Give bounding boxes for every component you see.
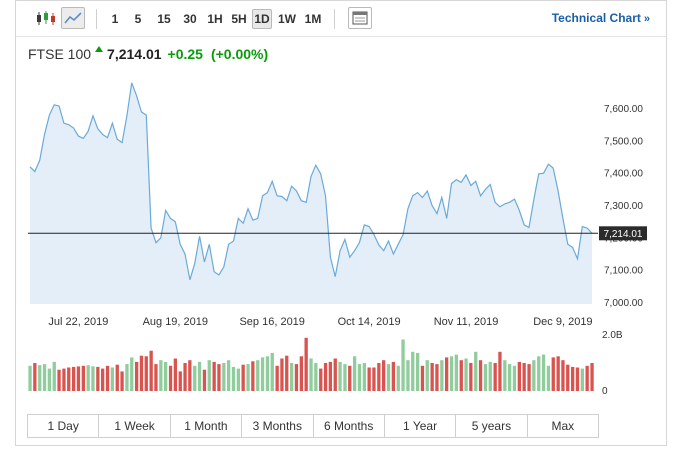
technical-chart-link[interactable]: Technical Chart» [552, 11, 650, 25]
interval-1m[interactable]: 1M [304, 12, 322, 26]
instrument-name: FTSE 100 [28, 46, 92, 62]
range-1-week[interactable]: 1 Week [99, 415, 171, 437]
chart-toolbar: 1 5 15 30 1H 5H 1D 1W 1M Technical Chart… [16, 1, 666, 37]
interval-1w[interactable]: 1W [278, 12, 296, 26]
last-price: 7,214.01 [107, 46, 162, 62]
interval-5h[interactable]: 5H [231, 12, 247, 26]
range-5-years[interactable]: 5 years [456, 415, 528, 437]
range-1-month[interactable]: 1 Month [171, 415, 243, 437]
toolbar-divider [96, 9, 97, 29]
interval-15min[interactable]: 15 [157, 12, 171, 26]
candlestick-icon[interactable] [34, 7, 58, 29]
range-6-months[interactable]: 6 Months [314, 415, 385, 437]
interval-1d[interactable]: 1D [252, 9, 272, 29]
up-arrow-icon [95, 46, 104, 52]
interval-5min[interactable]: 5 [134, 12, 142, 26]
chart-widget [15, 0, 667, 446]
price-change: +0.25 [167, 46, 203, 62]
window-icon[interactable] [348, 7, 372, 29]
toolbar-divider [334, 9, 335, 29]
interval-1h[interactable]: 1H [207, 12, 223, 26]
interval-30min[interactable]: 30 [183, 12, 197, 26]
quote-header: FTSE 100 7,214.01 +0.25 (+0.00%) [28, 46, 268, 66]
range-1-year[interactable]: 1 Year [385, 415, 457, 437]
technical-chart-label: Technical Chart [551, 11, 641, 25]
interval-1min[interactable]: 1 [111, 12, 119, 26]
time-range-selector: 1 Day 1 Week 1 Month 3 Months 6 Months 1… [27, 414, 599, 438]
price-change-percent: (+0.00%) [210, 46, 269, 62]
range-3-months[interactable]: 3 Months [242, 415, 314, 437]
chevron-double-right-icon: » [643, 13, 650, 25]
range-max[interactable]: Max [551, 419, 575, 433]
line-chart-icon[interactable] [61, 7, 85, 29]
range-1-day[interactable]: 1 Day [28, 415, 100, 437]
